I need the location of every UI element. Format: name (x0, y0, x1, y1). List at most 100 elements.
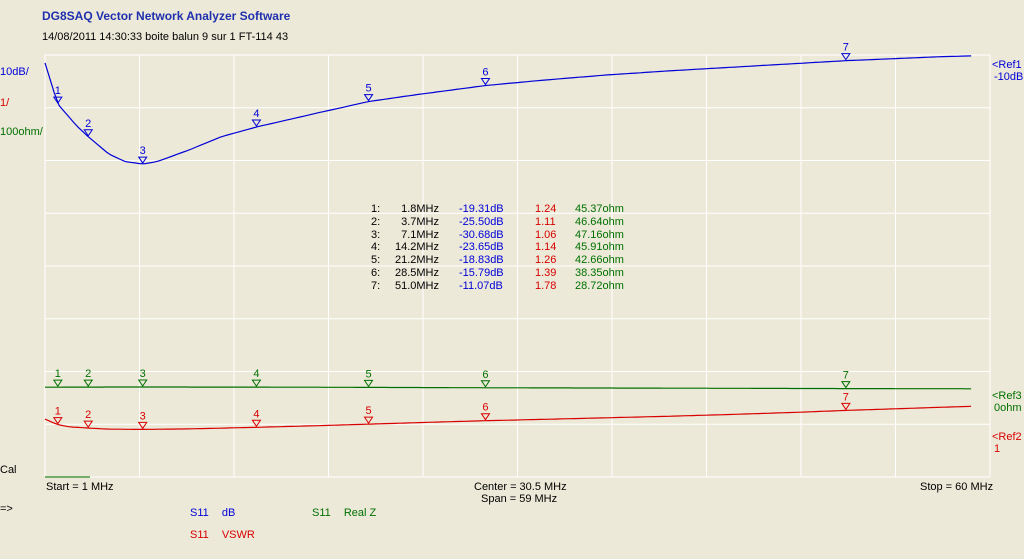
marker-vswr-cell: 1.11 (535, 215, 556, 228)
marker-triangle (480, 413, 491, 421)
marker-id-cell: 7: (371, 279, 381, 292)
marker-number-label: 6 (482, 67, 488, 79)
marker-triangle (137, 379, 148, 387)
marker-triangle (52, 417, 63, 425)
ref3-marker[interactable]: <Ref3 0ohm (992, 390, 1022, 414)
marker-vswr-cell: 1.26 (535, 254, 557, 267)
ref1-value: -10dB (994, 71, 1024, 83)
ref2-value: 1 (994, 443, 1001, 455)
marker-freq-cell: 3.7MHz (401, 215, 439, 228)
marker-triangle (83, 420, 94, 429)
legend-s11-db[interactable]: S11 dB (190, 507, 235, 519)
marker-triangle (840, 53, 851, 61)
stop-frequency: Stop = 60 MHz (920, 481, 994, 493)
marker-triangle (363, 416, 374, 425)
marker-vswr-cell: 1.39 (535, 266, 557, 279)
marker-number-label: 4 (253, 108, 259, 120)
ref1-marker[interactable]: <Ref1 -10dB (992, 59, 1023, 83)
cal-label[interactable]: Cal (0, 464, 17, 476)
marker-freq-cell: 28.5MHz (394, 266, 439, 279)
marker-number-label: 7 (843, 391, 849, 403)
legend-s11-vswr-unit: VSWR (221, 529, 255, 541)
marker-triangle (52, 379, 63, 388)
legend-s11-realz-name: S11 (312, 507, 331, 519)
marker-row: 5: 21.2MHz -18.83dB 1.26 42.66ohm (371, 254, 655, 267)
marker-number-label: 5 (365, 83, 371, 95)
marker-number-label: 3 (140, 145, 146, 157)
marker-triangle (251, 379, 262, 388)
marker-number-label: 3 (140, 368, 146, 380)
marker-number-label: 2 (85, 409, 91, 421)
marker-db-cell: -15.79dB (459, 266, 504, 279)
marker-vswr-cell: 1.06 (535, 228, 557, 241)
marker-ohm-cell: 38.35ohm (575, 266, 624, 279)
marker-triangle (363, 379, 374, 388)
marker-id-cell: 6: (371, 266, 381, 279)
ref3-value: 0ohm (994, 402, 1022, 414)
marker-freq-cell: 1.8MHz (401, 203, 439, 215)
marker-row: 6: 28.5MHz -15.79dB 1.39 38.35ohm (371, 267, 655, 280)
marker-readout-table: 1: 1.8MHz -19.31dB 1.24 45.37ohm 2: 3.7MHz -25.… (371, 203, 655, 293)
marker-triangle (52, 96, 63, 105)
span-frequency: Span = 59 MHz (481, 493, 558, 505)
marker-row: 1: 1.8MHz -19.31dB 1.24 45.37ohm (371, 203, 655, 216)
marker-number-label: 1 (55, 85, 61, 97)
marker-db-cell: -23.65dB (459, 241, 504, 254)
app-title: DG8SAQ Vector Network Analyzer Software (42, 9, 291, 23)
marker-number-label: 4 (253, 368, 259, 380)
scroll-arrow[interactable]: => (0, 503, 13, 515)
scale-db-label: 10dB/ (0, 66, 29, 78)
trace-s11-real-z (45, 386, 972, 390)
scale-ohm-label: 100ohm/ (0, 126, 43, 138)
measurement-info: 14/08/2011 14:30:33 boite balun 9 sur 1 … (42, 31, 289, 43)
legend-s11-db-name: S11 (190, 507, 209, 519)
marker-number-label: 5 (365, 368, 371, 380)
marker-db-cell: -30.68dB (459, 228, 504, 241)
start-frequency: Start = 1 MHz (46, 481, 114, 493)
legend-s11-realz-unit: Real Z (343, 507, 377, 519)
marker-number-label: 4 (253, 408, 259, 420)
marker-triangle (840, 402, 851, 411)
scale-vswr-label: 1/ (0, 97, 10, 109)
ref2-marker[interactable]: <Ref2 1 (992, 431, 1022, 455)
trace-s11-vswr (44, 405, 972, 430)
marker-triangle (251, 419, 262, 428)
marker-id-cell: 5: (371, 254, 381, 267)
marker-triangle (83, 379, 94, 387)
marker-ohm-cell: 46.64ohm (575, 215, 624, 228)
marker-id-cell: 1: (371, 203, 381, 215)
marker-vswr-cell: 1.24 (535, 203, 557, 215)
legend-s11-vswr-name: S11 (190, 529, 209, 541)
marker-number-label: 3 (140, 410, 146, 422)
marker-row: 2: 3.7MHz -25.50dB 1.11 46.64ohm (371, 216, 655, 229)
marker-id-cell: 2: (371, 215, 381, 228)
marker-vswr-cell: 1.14 (535, 241, 557, 254)
legend-s11-db-unit: dB (221, 507, 236, 519)
marker-row: 7: 51.0MHz -11.07dB 1.78 28.72ohm (371, 280, 655, 293)
marker-triangle (480, 78, 491, 86)
marker-id-cell: 4: (371, 241, 381, 254)
marker-db-cell: -11.07dB (459, 279, 503, 292)
marker-triangle (83, 129, 94, 137)
marker-ohm-cell: 47.16ohm (575, 228, 624, 241)
legend-s11-realz[interactable]: S11 Real Z (312, 507, 376, 519)
ref2-label: <Ref2 (992, 431, 1022, 443)
trace-s11-db (44, 55, 972, 165)
marker-number-label: 1 (55, 406, 61, 418)
marker-triangle (137, 156, 148, 164)
marker-db-cell: -18.83dB (459, 254, 504, 267)
marker-number-label: 2 (85, 368, 91, 380)
marker-number-label: 1 (55, 368, 61, 380)
marker-ohm-cell: 45.37ohm (575, 203, 624, 215)
marker-triangle (840, 381, 851, 389)
marker-id-cell: 3: (371, 228, 381, 241)
marker-number-label: 7 (843, 370, 849, 382)
marker-freq-cell: 7.1MHz (401, 228, 439, 241)
center-frequency: Center = 30.5 MHz (474, 481, 567, 493)
marker-number-label: 5 (365, 405, 371, 417)
marker-freq-cell: 14.2MHz (394, 241, 439, 254)
marker-db-cell: -25.50dB (459, 215, 504, 228)
legend-s11-vswr[interactable]: S11 VSWR (190, 529, 255, 541)
marker-number-label: 7 (843, 42, 849, 54)
